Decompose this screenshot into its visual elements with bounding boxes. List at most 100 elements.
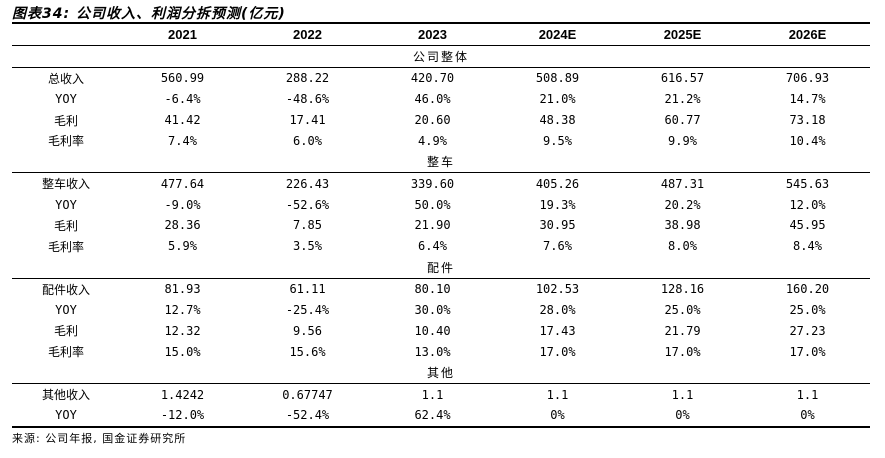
section-header-row: 公司整体 [12,45,870,68]
table-cell: 10.4% [789,133,826,148]
financial-forecast-table: 2021 2022 2023 2024E 2025E 2026E 公司整体总收入… [12,22,870,428]
table-cell: 9.5% [543,133,572,148]
row-label: 毛利率 [47,345,84,360]
table-row: 总收入 560.99 288.22 420.70 508.89 616.57 706.93 [12,67,870,88]
table-row: 其他收入 1.4242 0.67747 1.1 1.1 1.1 1.1 [12,384,870,405]
table-cell: 12.0% [789,197,826,212]
table-cell: 1.1 [546,387,569,402]
table-cell: 128.16 [660,282,705,297]
table-cell: 30.0% [414,303,451,318]
section-title: 公司整体 [12,45,870,68]
table-cell: 21.0% [539,92,576,107]
table-cell: 38.98 [664,218,701,233]
table-cell: 61.11 [289,282,326,297]
section-title: 其他 [12,362,870,385]
table-cell: 80.10 [414,282,451,297]
table-cell: 28.0% [539,303,576,318]
table-cell: 545.63 [785,176,830,191]
row-label: 毛利率 [47,239,84,254]
table-cell: 0.67747 [282,387,333,402]
row-label: YOY [55,197,77,212]
table-cell: 9.9% [668,133,697,148]
table-cell: 46.0% [414,92,451,107]
table-cell: 1.1 [796,387,819,402]
table-cell: 102.53 [535,282,580,297]
table-cell: 6.4% [418,239,447,254]
table-cell: 288.22 [285,71,330,86]
table-row: 毛利 41.42 17.41 20.60 48.38 60.77 73.18 [12,110,870,131]
table-cell: 560.99 [160,71,205,86]
table-cell: 420.70 [410,71,455,86]
row-label: 毛利 [53,218,78,233]
table-cell: 21.2% [664,92,701,107]
table-row: YOY -9.0% -52.6% 50.0% 19.3% 20.2% 12.0% [12,194,870,215]
section-header-row: 配件 [12,256,870,279]
header-cell: 2025E [620,23,745,46]
table-cell: 226.43 [285,176,330,191]
header-row: 2021 2022 2023 2024E 2025E 2026E [12,23,870,46]
table-cell: 405.26 [535,176,580,191]
table-cell: -48.6% [285,92,330,107]
table-cell: 19.3% [539,197,576,212]
table-cell: 73.18 [789,113,826,127]
table-cell: -52.4% [245,405,370,428]
source-note: 来源: 公司年报, 国金证券研究所 [12,432,187,445]
table-cell: 5.9% [168,239,197,254]
table-row: 毛利率 7.4% 6.0% 4.9% 9.5% 9.9% 10.4% [12,130,870,151]
row-label: 配件收入 [41,282,90,297]
header-cell: 2021 [120,23,245,46]
table-cell: 45.95 [789,218,826,233]
table-cell: -6.4% [164,92,201,107]
table-cell: 60.77 [664,113,701,127]
table-cell: 4.9% [418,133,447,148]
table-cell: 28.36 [164,218,201,233]
table-cell: 8.4% [793,239,822,254]
table-cell: 13.0% [414,344,451,359]
section-header-row: 整车 [12,151,870,174]
table-cell: 7.4% [168,133,197,148]
row-label: 毛利 [53,324,78,339]
table-row: 毛利率 15.0% 15.6% 13.0% 17.0% 17.0% 17.0% [12,341,870,362]
table-cell: 0% [745,405,870,428]
table-cell: 8.0% [668,239,697,254]
table-row: 毛利 28.36 7.85 21.90 30.95 38.98 45.95 [12,215,870,236]
table-cell: -52.6% [285,197,330,212]
table-cell: -25.4% [285,303,330,318]
table-cell: 6.0% [293,133,322,148]
table-cell: 17.0% [664,344,701,359]
table-cell: 3.5% [293,239,322,254]
table-cell: 1.4242 [160,387,205,402]
table-cell: 477.64 [160,176,205,191]
row-label: 总收入 [47,71,84,86]
table-cell: 30.95 [539,218,576,233]
table-cell: 50.0% [414,197,451,212]
header-cell: 2026E [745,23,870,46]
header-cell [12,23,120,46]
table-cell: 7.6% [543,239,572,254]
table-cell: 62.4% [370,405,495,428]
table-cell: 160.20 [785,282,830,297]
table-cell: 12.7% [164,303,201,318]
table-cell: 7.85 [293,218,322,233]
table-cell: 20.2% [664,197,701,212]
table-cell: 20.60 [414,113,451,127]
table-cell: 0% [495,405,620,428]
table-cell: 21.90 [414,218,451,233]
section-title: 整车 [12,151,870,174]
figure-title: 图表34: 公司收入、利润分拆预测(亿元) [12,6,286,22]
row-label: YOY [55,303,77,318]
row-label: YOY [12,405,120,428]
table-cell: 9.56 [293,323,322,338]
table-cell: 12.32 [164,323,201,338]
table-cell: 17.43 [539,323,576,338]
row-label: 毛利率 [47,134,84,149]
header-cell: 2022 [245,23,370,46]
table-cell: 14.7% [789,92,826,107]
row-label: 整车收入 [41,177,90,192]
table-cell: 48.38 [539,113,576,127]
row-label: 毛利 [53,113,78,128]
row-label: YOY [55,92,77,107]
table-cell: 0% [620,405,745,428]
table-cell: 706.93 [785,71,830,86]
table-cell: 616.57 [660,71,705,86]
